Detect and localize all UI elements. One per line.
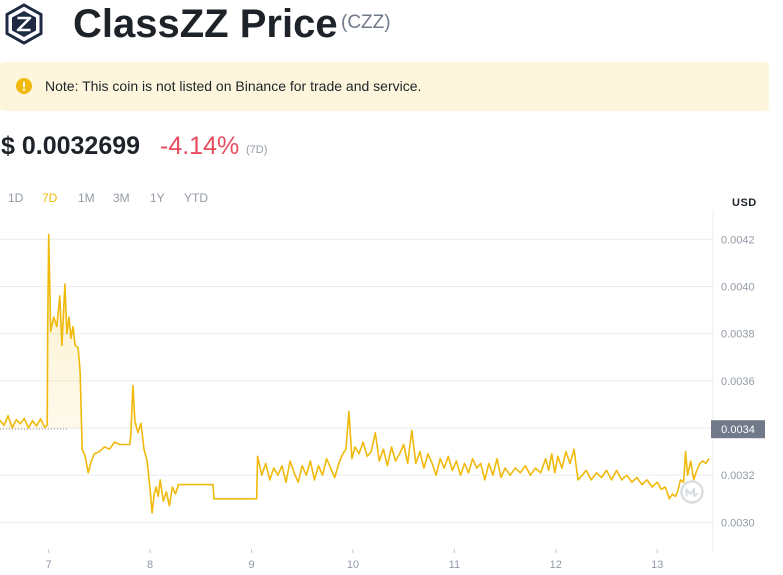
classzz-logo-icon: [5, 3, 43, 45]
price-change: -4.14%: [160, 132, 240, 160]
y-tick-label: 0.0040: [721, 281, 755, 293]
listing-note-banner: Note: This coin is not listed on Binance…: [0, 62, 769, 111]
tab-ytd[interactable]: YTD: [184, 191, 208, 205]
x-tick-label: 11: [449, 559, 460, 571]
y-tick-label: 0.0036: [721, 376, 755, 388]
x-tick-label: 13: [651, 559, 663, 571]
x-tick-label: 9: [248, 559, 254, 571]
x-tick-label: 10: [347, 559, 359, 571]
currency-label: USD: [732, 197, 757, 209]
price-line: [0, 233, 710, 514]
note-text: Note: This coin is not listed on Binance…: [45, 78, 422, 94]
tab-1y[interactable]: 1Y: [150, 191, 165, 205]
x-axis: 7 8 9 10 11 12 13: [46, 549, 663, 571]
change-period: (7D): [246, 144, 268, 156]
x-tick-label: 12: [550, 559, 562, 571]
current-price-tag: 0.0034: [711, 420, 765, 439]
price-summary: $ 0.0032699 -4.14% (7D): [0, 130, 783, 164]
price-chart[interactable]: 0.0030 0.0032 0.0034 0.0036 0.0038 0.0040 0.00…: [0, 210, 783, 575]
chart-grid: [0, 210, 714, 553]
tab-1m[interactable]: 1M: [78, 191, 95, 205]
y-tick-label: 0.0038: [721, 329, 755, 341]
tab-7d[interactable]: 7D: [42, 191, 58, 205]
coinmarketcap-watermark-icon: [680, 480, 704, 504]
price-area: [0, 234, 351, 430]
tab-1d[interactable]: 1D: [8, 191, 24, 205]
tab-3m[interactable]: 3M: [113, 191, 130, 205]
y-axis: 0.0030 0.0032 0.0034 0.0036 0.0038 0.0040 0.00…: [721, 234, 755, 529]
coin-ticker: (CZZ): [341, 12, 391, 33]
y-tick-label: 0.0042: [721, 234, 755, 246]
current-price-tag-label: 0.0034: [721, 424, 755, 436]
warning-icon: [16, 78, 32, 94]
y-tick-label: 0.0030: [721, 517, 755, 529]
y-tick-label: 0.0032: [721, 470, 755, 482]
current-price: $ 0.0032699: [1, 132, 141, 160]
page-header: ClassZZ Price (CZZ): [0, 0, 783, 52]
x-tick-label: 8: [147, 559, 153, 571]
page-title: ClassZZ Price: [73, 2, 338, 46]
x-tick-label: 7: [46, 559, 52, 571]
